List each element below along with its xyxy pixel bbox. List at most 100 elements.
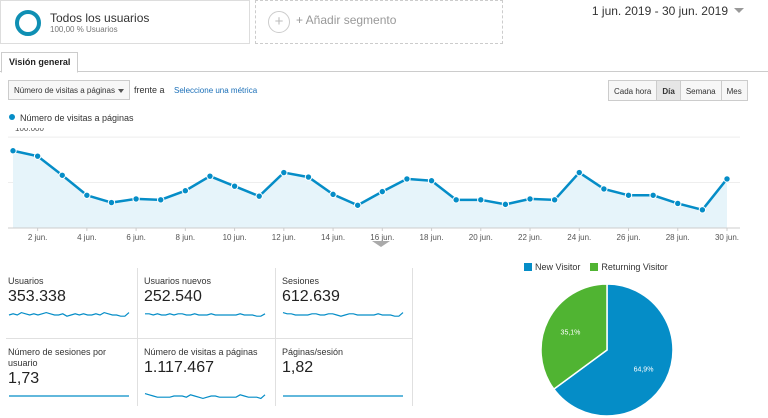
- segment-all-users[interactable]: Todos los usuarios 100,00 % Usuarios: [0, 0, 250, 44]
- x-tick-label: 20 jun.: [469, 233, 493, 242]
- x-tick-label: 22 jun.: [518, 233, 542, 242]
- sparkline-path: [282, 312, 404, 317]
- segment-title: Todos los usuarios: [50, 11, 150, 25]
- data-point[interactable]: [452, 196, 460, 204]
- data-point[interactable]: [550, 196, 559, 204]
- select-metric-link[interactable]: Seleccione una métrica: [174, 86, 258, 95]
- tab-overview[interactable]: Visión general: [1, 52, 79, 73]
- plus-icon: +: [268, 11, 290, 33]
- kpi-label: Número de visitas a páginas: [144, 347, 258, 357]
- kpi-tile[interactable]: Usuarios nuevos 252.540: [144, 276, 269, 317]
- data-point[interactable]: [600, 185, 608, 193]
- data-point[interactable]: [132, 195, 140, 203]
- sparkline: [144, 393, 266, 400]
- series-line: [12, 149, 728, 212]
- sparkline-path: [8, 311, 130, 317]
- kpi-value: 1,82: [282, 359, 314, 376]
- series-legend: Número de visitas a páginas: [9, 113, 134, 123]
- granularity-toggle: Cada hora Día Semana Mes: [608, 80, 748, 101]
- data-point[interactable]: [427, 177, 436, 185]
- chevron-down-icon: [118, 89, 124, 93]
- x-tick-label: 6 jun.: [126, 233, 146, 242]
- granularity-button[interactable]: Cada hora: [608, 80, 657, 101]
- legend-item-new[interactable]: New Visitor: [524, 262, 580, 272]
- kpi-value: 1,73: [8, 370, 40, 387]
- metric-select[interactable]: Número de visitas a páginas: [8, 80, 130, 100]
- x-tick-label: 8 jun.: [176, 233, 196, 242]
- data-point[interactable]: [723, 175, 731, 183]
- kpi-value: 252.540: [144, 288, 202, 305]
- data-point[interactable]: [477, 196, 485, 204]
- sparkline: [282, 312, 404, 317]
- x-tick-label: 18 jun.: [420, 233, 444, 242]
- data-point[interactable]: [575, 168, 583, 177]
- x-tick-label: 24 jun.: [567, 233, 591, 242]
- data-point[interactable]: [674, 199, 682, 208]
- x-tick-label: 4 jun.: [77, 233, 97, 242]
- data-point[interactable]: [649, 191, 657, 199]
- kpi-tile[interactable]: Sesiones 612.639: [282, 276, 407, 317]
- legend-item-returning[interactable]: Returning Visitor: [590, 262, 668, 272]
- series-dot-icon: [9, 114, 15, 120]
- x-tick-label: 14 jun.: [321, 233, 345, 242]
- legend-label: New Visitor: [535, 262, 581, 272]
- granularity-button[interactable]: Semana: [679, 80, 721, 101]
- kpi-tile[interactable]: Número de sesiones por usuario 1,73: [8, 347, 133, 397]
- data-point[interactable]: [403, 175, 411, 183]
- data-point[interactable]: [501, 200, 510, 209]
- data-point[interactable]: [83, 191, 91, 199]
- series-area: [13, 150, 727, 228]
- sparkline-path: [145, 313, 266, 317]
- data-point[interactable]: [206, 172, 214, 180]
- kpi-tile[interactable]: Páginas/sesión 1,82: [282, 347, 407, 397]
- x-tick-label: 28 jun.: [666, 233, 690, 242]
- x-tick-label: 26 jun.: [617, 233, 641, 242]
- segment-subtitle: 100,00 % Usuarios: [50, 25, 118, 34]
- kpi-tile[interactable]: Usuarios 353.338: [8, 276, 133, 317]
- x-tick-label: 10 jun.: [223, 233, 247, 242]
- data-point[interactable]: [378, 187, 387, 196]
- divider: [6, 338, 412, 339]
- collapse-handle-icon[interactable]: [372, 241, 390, 247]
- kpi-value: 1.117.467: [144, 359, 214, 376]
- granularity-button[interactable]: Día: [656, 80, 680, 101]
- sparkline: [283, 395, 403, 397]
- y-tick-label: 100.000: [15, 128, 44, 133]
- pie-slice[interactable]: [540, 283, 608, 391]
- data-point[interactable]: [58, 171, 66, 179]
- data-point[interactable]: [353, 201, 362, 209]
- granularity-button[interactable]: Mes: [720, 80, 748, 101]
- add-segment-button[interactable]: + + Añadir segmento: [255, 0, 503, 44]
- kpi-label: Páginas/sesión: [282, 347, 344, 357]
- data-point[interactable]: [280, 168, 288, 177]
- versus-label: frente a: [134, 85, 165, 95]
- data-point[interactable]: [107, 198, 116, 207]
- data-point[interactable]: [329, 190, 337, 199]
- pie-slice[interactable]: [552, 283, 674, 417]
- sparkline: [9, 395, 129, 397]
- kpi-value: 353.338: [8, 288, 66, 305]
- divider: [137, 268, 138, 406]
- divider: [275, 268, 276, 406]
- kpi-label: Sesiones: [282, 276, 320, 286]
- legend-swatch: [524, 263, 532, 271]
- kpi-label: Usuarios: [8, 276, 44, 286]
- tab-bar: Visión general: [0, 52, 768, 73]
- date-range-label: 1 jun. 2019 - 30 jun. 2019: [591, 4, 728, 18]
- legend-label: Returning Visitor: [601, 262, 668, 272]
- chevron-down-icon: [734, 8, 744, 13]
- data-point[interactable]: [230, 182, 239, 190]
- sparkline-path: [144, 393, 266, 400]
- data-point[interactable]: [526, 195, 534, 203]
- data-point[interactable]: [181, 187, 190, 195]
- data-point[interactable]: [255, 192, 263, 200]
- data-point[interactable]: [698, 206, 707, 214]
- data-point[interactable]: [33, 152, 42, 160]
- x-tick-label: 2 jun.: [28, 233, 48, 242]
- data-point[interactable]: [624, 191, 633, 199]
- kpi-tile[interactable]: Número de visitas a páginas 1.117.467: [144, 347, 269, 400]
- data-point[interactable]: [304, 173, 313, 181]
- data-point[interactable]: [157, 196, 165, 204]
- data-point[interactable]: [9, 147, 17, 155]
